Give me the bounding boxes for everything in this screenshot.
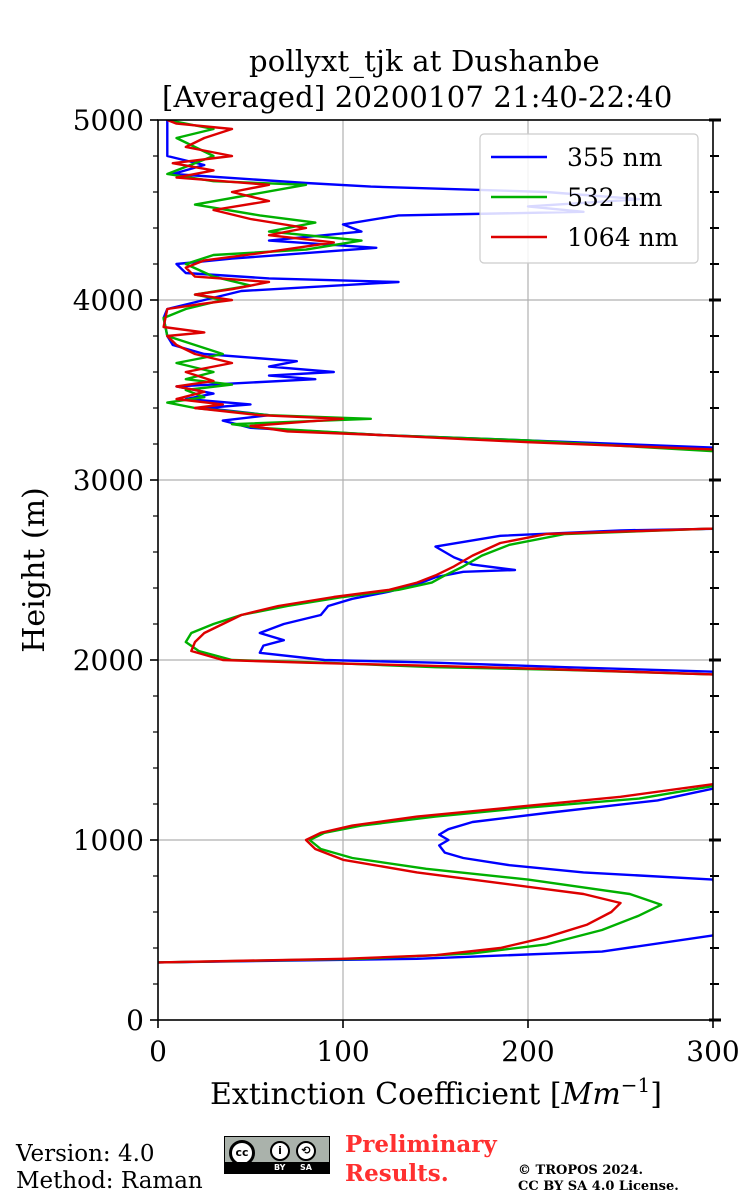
x-tick-label: 200 (501, 1035, 554, 1068)
chart-title-line-1: pollyxt_tjk at Dushanbe (249, 44, 600, 78)
copyright-note: © TROPOS 2024. CC BY SA 4.0 License. (518, 1163, 679, 1195)
series-line-1064-nm (158, 120, 713, 964)
x-axis-label-exponent: −1 (621, 1073, 650, 1097)
preliminary-line-2: Results. (345, 1160, 449, 1187)
y-tick-label: 2000 (73, 644, 144, 677)
preliminary-line-1: Preliminary (345, 1131, 497, 1158)
plot-frame (157, 119, 714, 1021)
y-tick-label: 4000 (73, 284, 144, 317)
preliminary-results-note: Preliminary Results. (345, 1130, 497, 1188)
x-axis-label-main: Extinction Coefficient [ (210, 1077, 562, 1112)
data-series (158, 120, 713, 964)
legend-label: 355 nm (567, 143, 663, 172)
y-axis-label: Height (m) (17, 487, 52, 652)
cc-by-sa-license-badge: cc i ⟲ BY SA (224, 1136, 330, 1174)
x-tick-label: 100 (316, 1035, 369, 1068)
version-text: Version: 4.0 (16, 1141, 155, 1167)
x-tick-label: 300 (686, 1035, 739, 1068)
series-line-355-nm (158, 120, 713, 964)
legend-label: 532 nm (567, 183, 663, 212)
x-tick-label: 0 (149, 1035, 167, 1068)
attribution-icon: i (270, 1141, 290, 1161)
y-tick-label: 0 (126, 1004, 144, 1037)
x-axis-label-close: ] (650, 1077, 662, 1112)
share-alike-icon: ⟲ (296, 1141, 316, 1161)
grid-lines (158, 120, 713, 1020)
y-tick-label: 3000 (73, 464, 144, 497)
copyright-line-2: CC BY SA 4.0 License. (518, 1179, 679, 1194)
by-label: BY (274, 1163, 286, 1172)
chart-title-line-2: [Averaged] 20200107 21:40-22:40 (162, 80, 673, 114)
method-text: Method: Raman (16, 1168, 203, 1194)
series-line-532-nm (158, 120, 713, 964)
legend-box (479, 133, 699, 264)
x-axis-label-unit: Mm (561, 1077, 621, 1112)
legend-label: 1064 nm (567, 223, 679, 252)
sa-label: SA (300, 1163, 312, 1172)
y-tick-label: 1000 (73, 824, 144, 857)
license-band (225, 1162, 329, 1173)
x-axis-label: Extinction Coefficient [Mm−1] (210, 1073, 662, 1112)
legend: 355 nm 532 nm 1064 nm (479, 133, 699, 264)
y-tick-label: 5000 (73, 104, 144, 137)
axis-ticks (150, 118, 721, 1028)
copyright-line-1: © TROPOS 2024. (518, 1163, 644, 1178)
